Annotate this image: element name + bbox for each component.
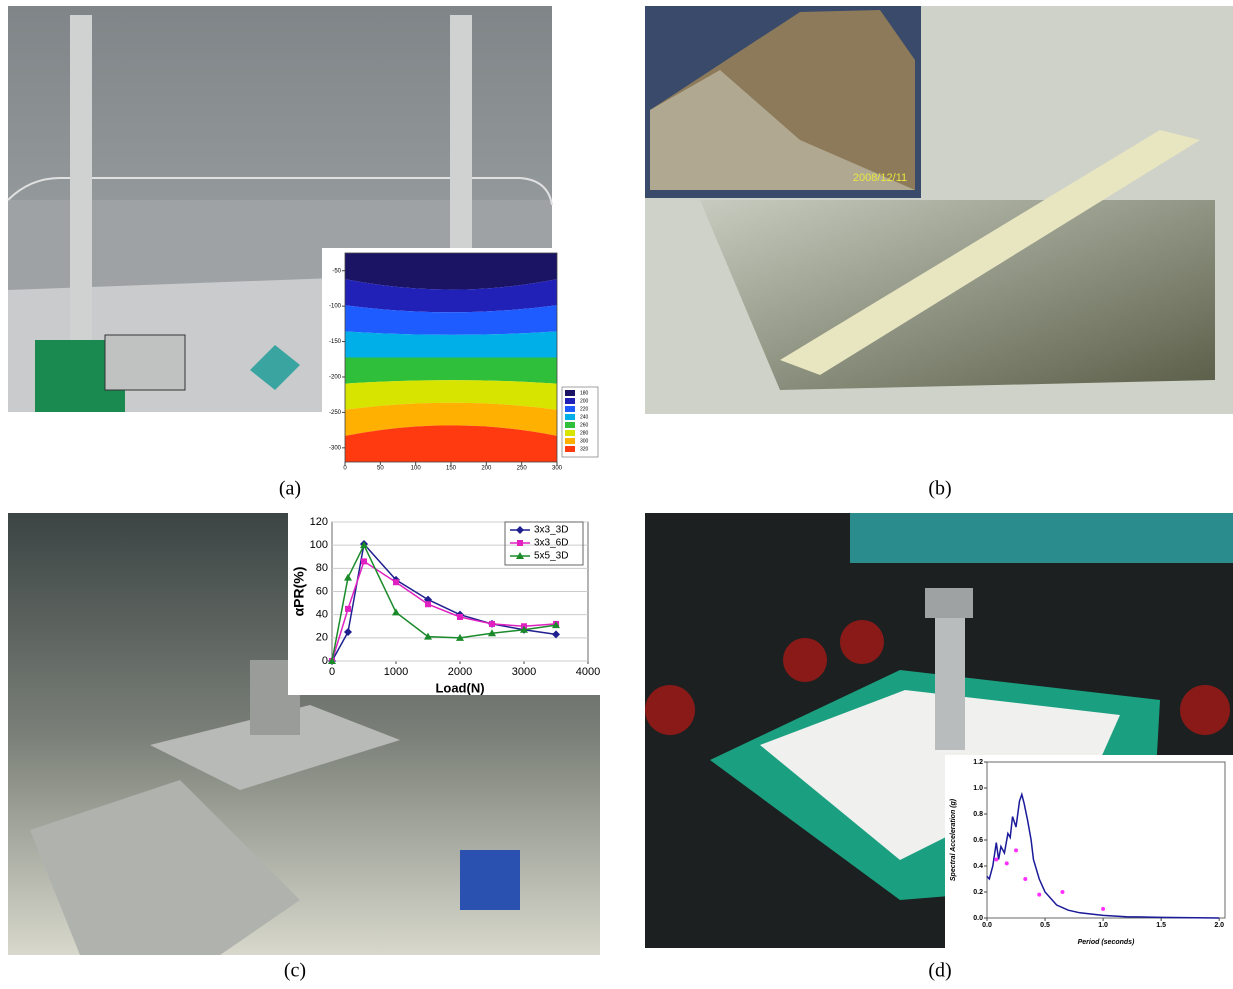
x-tick-label: 0.0 [982, 922, 992, 929]
y-tick-label: 0.4 [973, 863, 983, 870]
legend-label: 300 [580, 438, 589, 444]
y-tick-label: 60 [316, 585, 328, 597]
x-tick-label: 50 [377, 466, 384, 472]
caption: (b) [928, 478, 951, 500]
photo-b: 2008/12/11 [645, 6, 1233, 414]
y-tick-label: -50 [332, 268, 341, 274]
marker [425, 601, 431, 607]
marker [1060, 890, 1064, 894]
legend-swatch [565, 414, 575, 420]
legend-swatch [565, 390, 575, 396]
x-tick-label: 1.5 [1156, 922, 1166, 929]
marker [1005, 861, 1009, 865]
legend-swatch [565, 422, 575, 428]
marker [489, 621, 495, 627]
contour-band [345, 253, 557, 290]
x-tick-label: 0.5 [1040, 922, 1050, 929]
marker [517, 540, 523, 546]
legend-label: 5x5_3D [534, 551, 568, 562]
marker [345, 606, 351, 612]
marker [1023, 877, 1027, 881]
marker [1101, 907, 1105, 911]
y-tick-label: 1.0 [973, 785, 983, 792]
caption: (a) [279, 478, 301, 500]
y-axis-label: αPR(%) [291, 567, 307, 617]
x-tick-label: 3000 [512, 666, 536, 678]
legend-label: 220 [580, 406, 589, 412]
y-tick-label: 0.6 [973, 837, 983, 844]
marker [393, 579, 399, 585]
y-tick-label: 100 [310, 539, 328, 551]
x-tick-label: 200 [481, 466, 492, 472]
legend-swatch [565, 438, 575, 444]
contour-band [345, 331, 557, 357]
y-tick-label: 120 [310, 516, 328, 528]
x-tick-label: 100 [411, 466, 422, 472]
x-tick-label: 4000 [576, 666, 600, 678]
caption: (d) [928, 960, 951, 982]
x-tick-label: 2000 [448, 666, 472, 678]
y-tick-label: 0.0 [973, 915, 983, 922]
legend-swatch [565, 406, 575, 412]
x-axis-label: Load(N) [435, 680, 484, 695]
legend-swatch [565, 430, 575, 436]
legend-label: 3x3_3D [534, 525, 568, 536]
x-axis-label: Period (seconds) [1078, 939, 1135, 946]
x-tick-label: 1.0 [1098, 922, 1108, 929]
legend-swatch [565, 446, 575, 452]
contour-band [345, 358, 557, 384]
y-tick-label: -250 [329, 410, 342, 416]
y-tick-label: -100 [329, 304, 342, 310]
x-tick-label: 2.0 [1214, 922, 1224, 929]
y-tick-label: 1.2 [973, 759, 983, 766]
legend-label: 260 [580, 422, 589, 428]
legend-swatch [565, 398, 575, 404]
y-tick-label: -150 [329, 339, 342, 345]
marker [361, 558, 367, 564]
legend-label: 3x3_6D [534, 538, 568, 549]
y-tick-label: 20 [316, 632, 328, 644]
y-tick-label: -300 [329, 445, 342, 451]
x-tick-label: 250 [517, 466, 528, 472]
y-tick-label: 80 [316, 562, 328, 574]
marker [994, 858, 998, 862]
y-axis-label: Spectral Acceleration (g) [950, 798, 957, 881]
x-tick-label: 300 [552, 466, 563, 472]
x-tick-label: 0 [329, 666, 335, 678]
legend-label: 320 [580, 446, 589, 452]
inset-d [945, 755, 1233, 948]
marker [457, 614, 463, 620]
legend-label: 280 [580, 430, 589, 436]
legend-label: 200 [580, 398, 589, 404]
figure: 2008/12/11 (a) (b) (c) (d) 1802002202402… [0, 0, 1233, 989]
page: 2008/12/11 (a) (b) (c) (d) 1802002202402… [0, 0, 1233, 989]
legend-label: 240 [580, 414, 589, 420]
y-tick-label: 40 [316, 609, 328, 621]
contour-band [345, 425, 557, 462]
x-tick-label: 1000 [384, 666, 408, 678]
x-tick-label: 150 [446, 466, 457, 472]
y-tick-label: 0.2 [973, 889, 983, 896]
caption: (c) [284, 960, 306, 982]
marker [1037, 893, 1041, 897]
legend-label: 180 [580, 390, 589, 396]
y-tick-label: -200 [329, 375, 342, 381]
timestamp: 2008/12/11 [853, 172, 907, 184]
marker [1014, 848, 1018, 852]
y-tick-label: 0 [322, 655, 328, 667]
y-tick-label: 0.8 [973, 811, 983, 818]
